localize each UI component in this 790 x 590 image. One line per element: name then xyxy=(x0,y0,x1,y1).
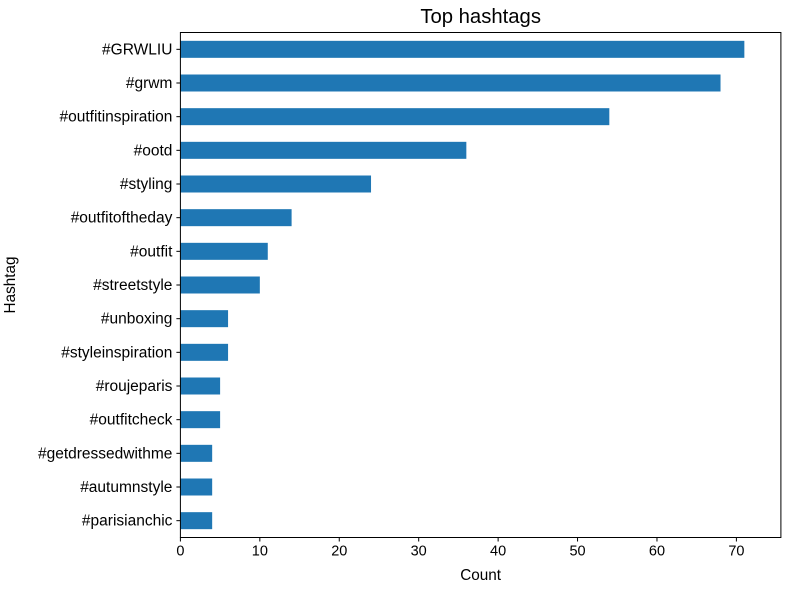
svg-text:#GRWLIU: #GRWLIU xyxy=(102,41,172,58)
svg-text:#grwm: #grwm xyxy=(126,75,173,92)
svg-text:#styleinspiration: #styleinspiration xyxy=(61,344,172,361)
svg-text:#autumnstyle: #autumnstyle xyxy=(80,479,172,496)
svg-text:0: 0 xyxy=(176,544,184,560)
svg-text:#roujeparis: #roujeparis xyxy=(96,378,173,395)
svg-text:70: 70 xyxy=(728,544,744,560)
svg-text:#ootd: #ootd xyxy=(134,142,173,159)
svg-text:#outfitcheck: #outfitcheck xyxy=(90,412,173,429)
svg-text:Top hashtags: Top hashtags xyxy=(420,6,541,28)
svg-text:40: 40 xyxy=(490,544,506,560)
svg-text:#outfitoftheday: #outfitoftheday xyxy=(71,210,173,227)
svg-text:60: 60 xyxy=(649,544,665,560)
svg-text:#getdressedwithme: #getdressedwithme xyxy=(38,445,172,462)
svg-text:#streetstyle: #streetstyle xyxy=(93,277,172,294)
svg-text:50: 50 xyxy=(569,544,585,560)
svg-text:30: 30 xyxy=(411,544,427,560)
svg-text:#styling: #styling xyxy=(120,176,173,193)
svg-text:Count: Count xyxy=(460,567,502,584)
svg-text:#outfitinspiration: #outfitinspiration xyxy=(60,109,173,126)
svg-text:Hashtag: Hashtag xyxy=(2,257,19,314)
svg-text:#outfit: #outfit xyxy=(130,243,173,260)
svg-text:20: 20 xyxy=(331,544,347,560)
svg-text:#unboxing: #unboxing xyxy=(101,311,173,328)
svg-text:10: 10 xyxy=(252,544,268,560)
svg-text:#parisianchic: #parisianchic xyxy=(82,513,173,530)
